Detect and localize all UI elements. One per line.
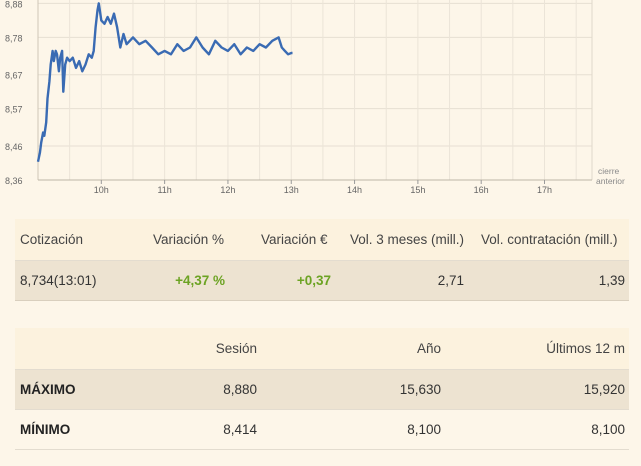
value-cotizacion: 8,734(13:01) bbox=[20, 273, 97, 288]
value-variacion-eur: +0,37 bbox=[296, 273, 331, 288]
end-label-line2: anterior bbox=[596, 176, 625, 186]
range-row-maximo: MÁXIMO 8,880 15,630 15,920 bbox=[15, 370, 629, 410]
header-variacion-pct: Variación % bbox=[153, 232, 225, 247]
quote-header-row: Cotización Variación % Variación € Vol. … bbox=[15, 219, 629, 261]
plot-area bbox=[38, 0, 592, 180]
value-vol-3-meses: 2,71 bbox=[437, 273, 464, 288]
x-tick-label: 12h bbox=[220, 185, 235, 195]
y-tick-label: 8,78 bbox=[5, 33, 23, 43]
x-tick-label: 10h bbox=[94, 185, 109, 195]
label-maximo: MÁXIMO bbox=[20, 382, 76, 397]
header-variacion-eur: Variación € bbox=[261, 232, 328, 247]
quote-table: Cotización Variación % Variación € Vol. … bbox=[15, 219, 629, 301]
x-tick-label: 13h bbox=[284, 185, 299, 195]
maximo-ano: 15,630 bbox=[399, 382, 441, 397]
value-variacion-pct: +4,37 % bbox=[175, 273, 225, 288]
maximo-sesion: 8,880 bbox=[223, 382, 257, 397]
minimo-ano: 8,100 bbox=[407, 422, 441, 437]
minimo-sesion: 8,414 bbox=[223, 422, 257, 437]
header-ano: Año bbox=[416, 341, 441, 356]
x-tick-label: 16h bbox=[474, 185, 489, 195]
y-tick-label: 8,46 bbox=[5, 142, 23, 152]
value-vol-contratacion: 1,39 bbox=[598, 273, 625, 288]
x-tick-label: 15h bbox=[410, 185, 425, 195]
chart-grid bbox=[37, 0, 593, 181]
end-label-line1: cierre bbox=[598, 166, 620, 176]
y-tick-label: 8,88 bbox=[5, 0, 23, 9]
maximo-12m: 15,920 bbox=[583, 382, 625, 397]
price-line bbox=[36, 2, 293, 162]
range-table: Sesión Año Últimos 12 m MÁXIMO 8,880 15,… bbox=[15, 328, 629, 450]
y-tick-label: 8,57 bbox=[5, 105, 23, 115]
x-axis-ticks: 10h 11h 12h 13h 14h 15h 16h 17h bbox=[94, 180, 552, 195]
header-sesion: Sesión bbox=[215, 341, 257, 356]
x-tick-label: 17h bbox=[537, 185, 552, 195]
header-ultimos-12m: Últimos 12 m bbox=[546, 341, 625, 356]
x-tick-label: 14h bbox=[347, 185, 362, 195]
label-minimo: MÍNIMO bbox=[20, 422, 71, 437]
minimo-12m: 8,100 bbox=[591, 422, 625, 437]
header-vol-contratacion: Vol. contratación (mill.) bbox=[481, 232, 618, 247]
header-vol-3-meses: Vol. 3 meses (mill.) bbox=[350, 232, 465, 247]
y-axis-ticks: 8,36 8,46 8,57 8,67 8,78 8,88 bbox=[5, 0, 23, 186]
range-header-row: Sesión Año Últimos 12 m bbox=[15, 328, 629, 370]
x-tick-label: 11h bbox=[157, 185, 171, 195]
header-cotizacion: Cotización bbox=[20, 232, 84, 247]
y-tick-label: 8,67 bbox=[5, 71, 23, 81]
intraday-price-chart: 8,36 8,46 8,57 8,67 8,78 8,88 10h 11h 12h 13h 14h… bbox=[5, 0, 625, 195]
y-tick-label: 8,36 bbox=[5, 176, 23, 186]
range-row-minimo: MÍNIMO 8,414 8,100 8,100 bbox=[15, 410, 629, 450]
quote-values-row: 8,734(13:01) +4,37 % +0,37 2,71 1,39 bbox=[15, 261, 629, 301]
